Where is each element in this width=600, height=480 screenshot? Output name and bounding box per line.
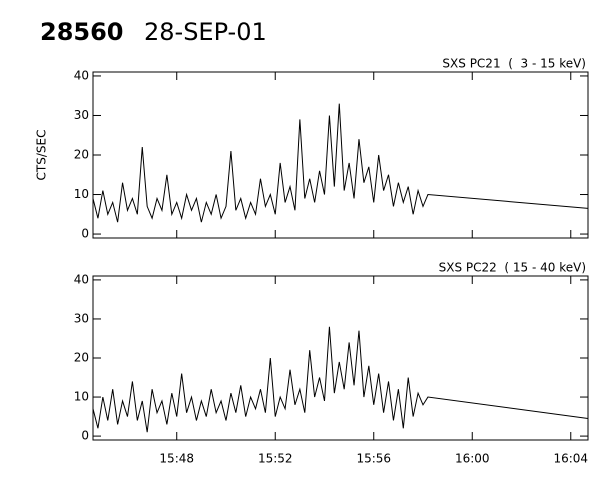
observation-id: 28560 [40,18,124,46]
plot-frame [92,71,589,239]
y-tick-label: 30 [74,311,89,325]
y-tick-label: 30 [74,108,89,122]
date: 28-SEP-01 [144,18,267,46]
data-line [92,103,589,223]
y-tick-label: 0 [81,429,89,443]
y-tick-label: 10 [74,187,89,201]
panel-title: SXS PC21 ( 3 - 15 keV) [442,57,586,71]
y-tick-label: 20 [74,148,89,162]
x-tick-label: 16:00 [455,452,490,466]
y-tick-label: 10 [74,390,89,404]
y-tick-label: 20 [74,351,89,365]
y-axis-label: CTS/SEC [35,130,49,181]
y-tick-label: 40 [74,272,89,286]
x-tick-label: 16:04 [553,452,588,466]
x-tick-label: 15:56 [356,452,391,466]
y-tick-label: 40 [74,68,89,82]
y-tick-label: 0 [81,227,89,241]
data-line [92,326,589,433]
x-tick-label: 15:48 [159,452,194,466]
panel-title: SXS PC22 ( 15 - 40 keV) [439,261,586,275]
plot-frame [92,275,589,441]
x-tick-label: 15:52 [258,452,293,466]
